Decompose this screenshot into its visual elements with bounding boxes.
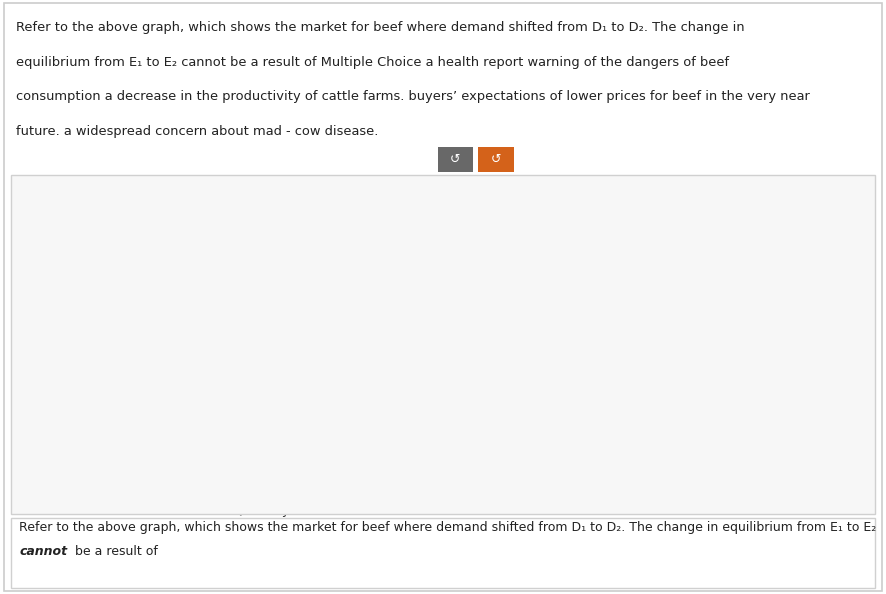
Text: Q₁: Q₁ [253,479,269,492]
Text: D₂: D₂ [309,440,324,453]
Text: Q₂: Q₂ [195,479,211,492]
Text: E₁: E₁ [268,299,282,312]
Text: consumption a decrease in the productivity of cattle farms. buyers’ expectations: consumption a decrease in the productivi… [16,90,810,103]
Text: cannot: cannot [19,545,67,558]
Text: Refer to the above graph, which shows the market for beef where demand shifted f: Refer to the above graph, which shows th… [19,521,877,534]
Text: ↺: ↺ [450,153,461,166]
Text: future. a widespread concern about mad - cow disease.: future. a widespread concern about mad -… [16,125,378,138]
Text: Quantity: Quantity [232,504,291,517]
Text: D₁: D₁ [384,438,399,451]
Text: Supply: Supply [295,184,340,197]
Text: Refer to the above graph, which shows the market for beef where demand shifted f: Refer to the above graph, which shows th… [16,21,744,34]
Text: Price Per Pound: Price Per Pound [21,283,34,382]
Text: be a result of: be a result of [71,545,158,558]
Text: E₂: E₂ [210,340,223,353]
Text: P₂: P₂ [55,348,68,361]
Text: ↺: ↺ [491,153,501,166]
Text: equilibrium from E₁ to E₂ cannot be a result of Multiple Choice a health report : equilibrium from E₁ to E₂ cannot be a re… [16,56,729,69]
Text: P₁: P₁ [55,307,68,320]
Text: 0: 0 [58,469,67,483]
